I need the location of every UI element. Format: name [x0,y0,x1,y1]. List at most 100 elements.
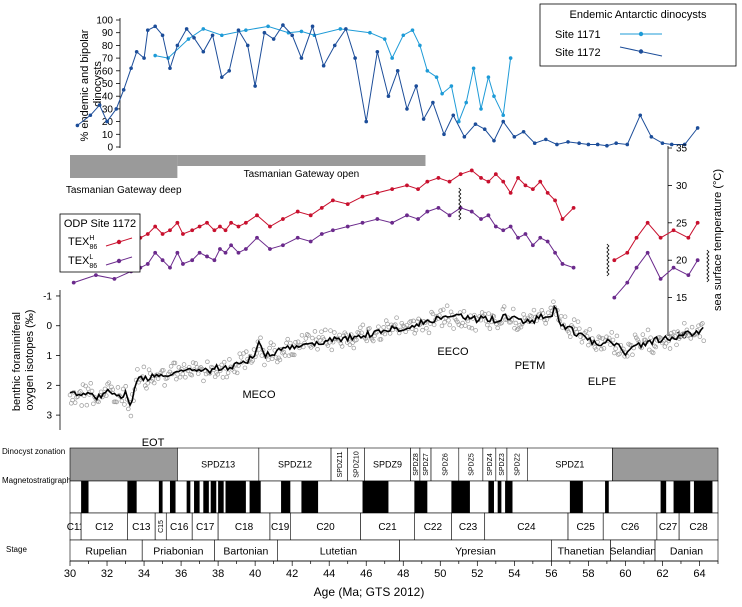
dinocyst-point [262,30,267,35]
sst-point [545,190,550,195]
stage-label: Selandian [609,545,656,557]
isotope-raw-point [110,387,116,392]
isotope-raw-point [329,347,335,353]
isotope-raw-point [142,383,148,388]
isotope-raw-point [332,330,337,335]
isotope-raw-point [682,320,687,326]
dinocyst-point [353,56,357,60]
dinocyst-point [253,84,257,88]
dinocyst-legend-box [539,3,737,67]
sst-point [197,250,202,255]
dinocyst-point [512,135,517,139]
dinocyst-point [395,69,400,73]
dinocyst-point [220,33,224,38]
isotope-raw-point [237,351,243,356]
dinocyst-point [660,141,665,145]
sst-point [375,190,380,195]
dinocyst-zone-label: SPDZ1 [555,460,584,470]
sst-point [553,250,557,255]
isotope-raw-point [630,352,635,358]
normal-polarity-block [218,481,224,513]
normal-polarity-block [281,481,291,513]
normal-polarity-block [158,481,163,513]
isotope-raw-point [461,309,467,314]
stage-row: Rupelian Priabonian Bartonian Lutetian Ypres… [69,539,719,562]
isotope-raw-point [552,305,557,310]
isotope-raw-point [224,374,230,380]
isotope-raw-point [161,368,166,373]
isotope-raw-point [649,349,655,355]
dinocyst-point [442,132,446,137]
dinocyst-point [479,107,483,111]
dinocyst-point [492,94,496,98]
isotope-y-label: benthic foraminiferal oxygen isotopes (‰… [11,309,36,411]
isotope-raw-point [669,330,674,336]
sst-point [625,250,630,255]
sst-point [268,247,272,251]
sst-point [190,258,195,263]
dinocyst-point [457,119,461,124]
stage-label: Bartonian [223,545,268,557]
sst-point [447,213,452,218]
normal-polarity-block [605,481,609,513]
isotope-raw-point [84,402,90,408]
dinocyst-point [695,126,700,130]
sst-point [331,198,335,203]
dinocyst-y-tick-label: 90 [102,28,114,39]
isotope-raw-point [632,332,638,338]
sst-y-tick-label: 20 [676,256,688,267]
isotope-raw-point [280,350,285,356]
sst-point [375,217,380,221]
dinocyst-point [566,140,570,144]
dinocyst-point [410,28,415,32]
sst-point [175,250,180,255]
row-label-magnetostratigraphy: Magnetostratigraphy [2,476,75,485]
chron-cell [290,512,361,541]
gateway-deep-label: Tasmanian Gateway deep [66,185,182,196]
age-x-axis: 30 32 34 36 38 40 42 44 46 48 50 52 54 56 58 60 62 64 [64,560,719,580]
normal-polarity-block [414,481,428,513]
isotope-raw-point [96,399,101,405]
age-tick-label: 38 [212,568,224,580]
isotope-raw-point [587,327,592,332]
sst-legend-box [59,213,141,273]
isotope-raw-point [455,319,460,325]
isotope-raw-point [689,324,695,330]
isotope-raw-point [650,350,656,356]
dinocyst-point [471,66,476,71]
dinocyst-point [244,28,248,32]
isotope-raw-point [177,374,183,380]
dinocyst-zone-label: SPDZ3 [499,453,506,476]
isotope-raw-point [128,413,134,419]
isotope-raw-point [321,337,327,342]
age-tick-label: 52 [471,568,483,580]
age-tick-label: 62 [656,568,668,580]
sst-point [612,258,617,263]
isotope-raw-point [80,382,86,387]
isotope-panel: -1 0 1 2 3 benthic foraminiferal oxygen isot… [11,290,706,449]
age-tick-label: 60 [619,568,631,580]
dinocyst-point [555,142,559,147]
isotope-raw-point [609,330,614,335]
dinocyst-y-tick-label: 50 [102,79,114,90]
isotope-raw-point [151,380,157,386]
isotope-raw-point [586,342,591,348]
isotope-raw-point [393,322,398,327]
chron-cell [414,512,452,541]
dinocyst-point [421,117,426,121]
stage-label: Rupelian [85,545,127,557]
isotope-raw-point [426,330,432,336]
dinocyst-zonation-row: SPDZ13 SPDZ12 SPDZ11 SPDZ10 SPDZ9 SPDZ8 SPDZ7 S… [69,447,719,482]
isotope-raw-point [601,346,607,351]
dinocyst-point [105,119,109,124]
dinocyst-point [210,33,215,38]
isotope-raw-point [501,304,507,309]
isotope-raw-point [102,386,108,392]
sst-point [658,235,663,240]
isotope-raw-point [667,346,673,351]
sst-point [218,247,222,251]
isotope-raw-point [227,357,232,362]
sst-point [508,224,513,229]
legend-label-texh86: TEXH 86 [68,235,97,251]
isotope-raw-point [408,318,414,324]
